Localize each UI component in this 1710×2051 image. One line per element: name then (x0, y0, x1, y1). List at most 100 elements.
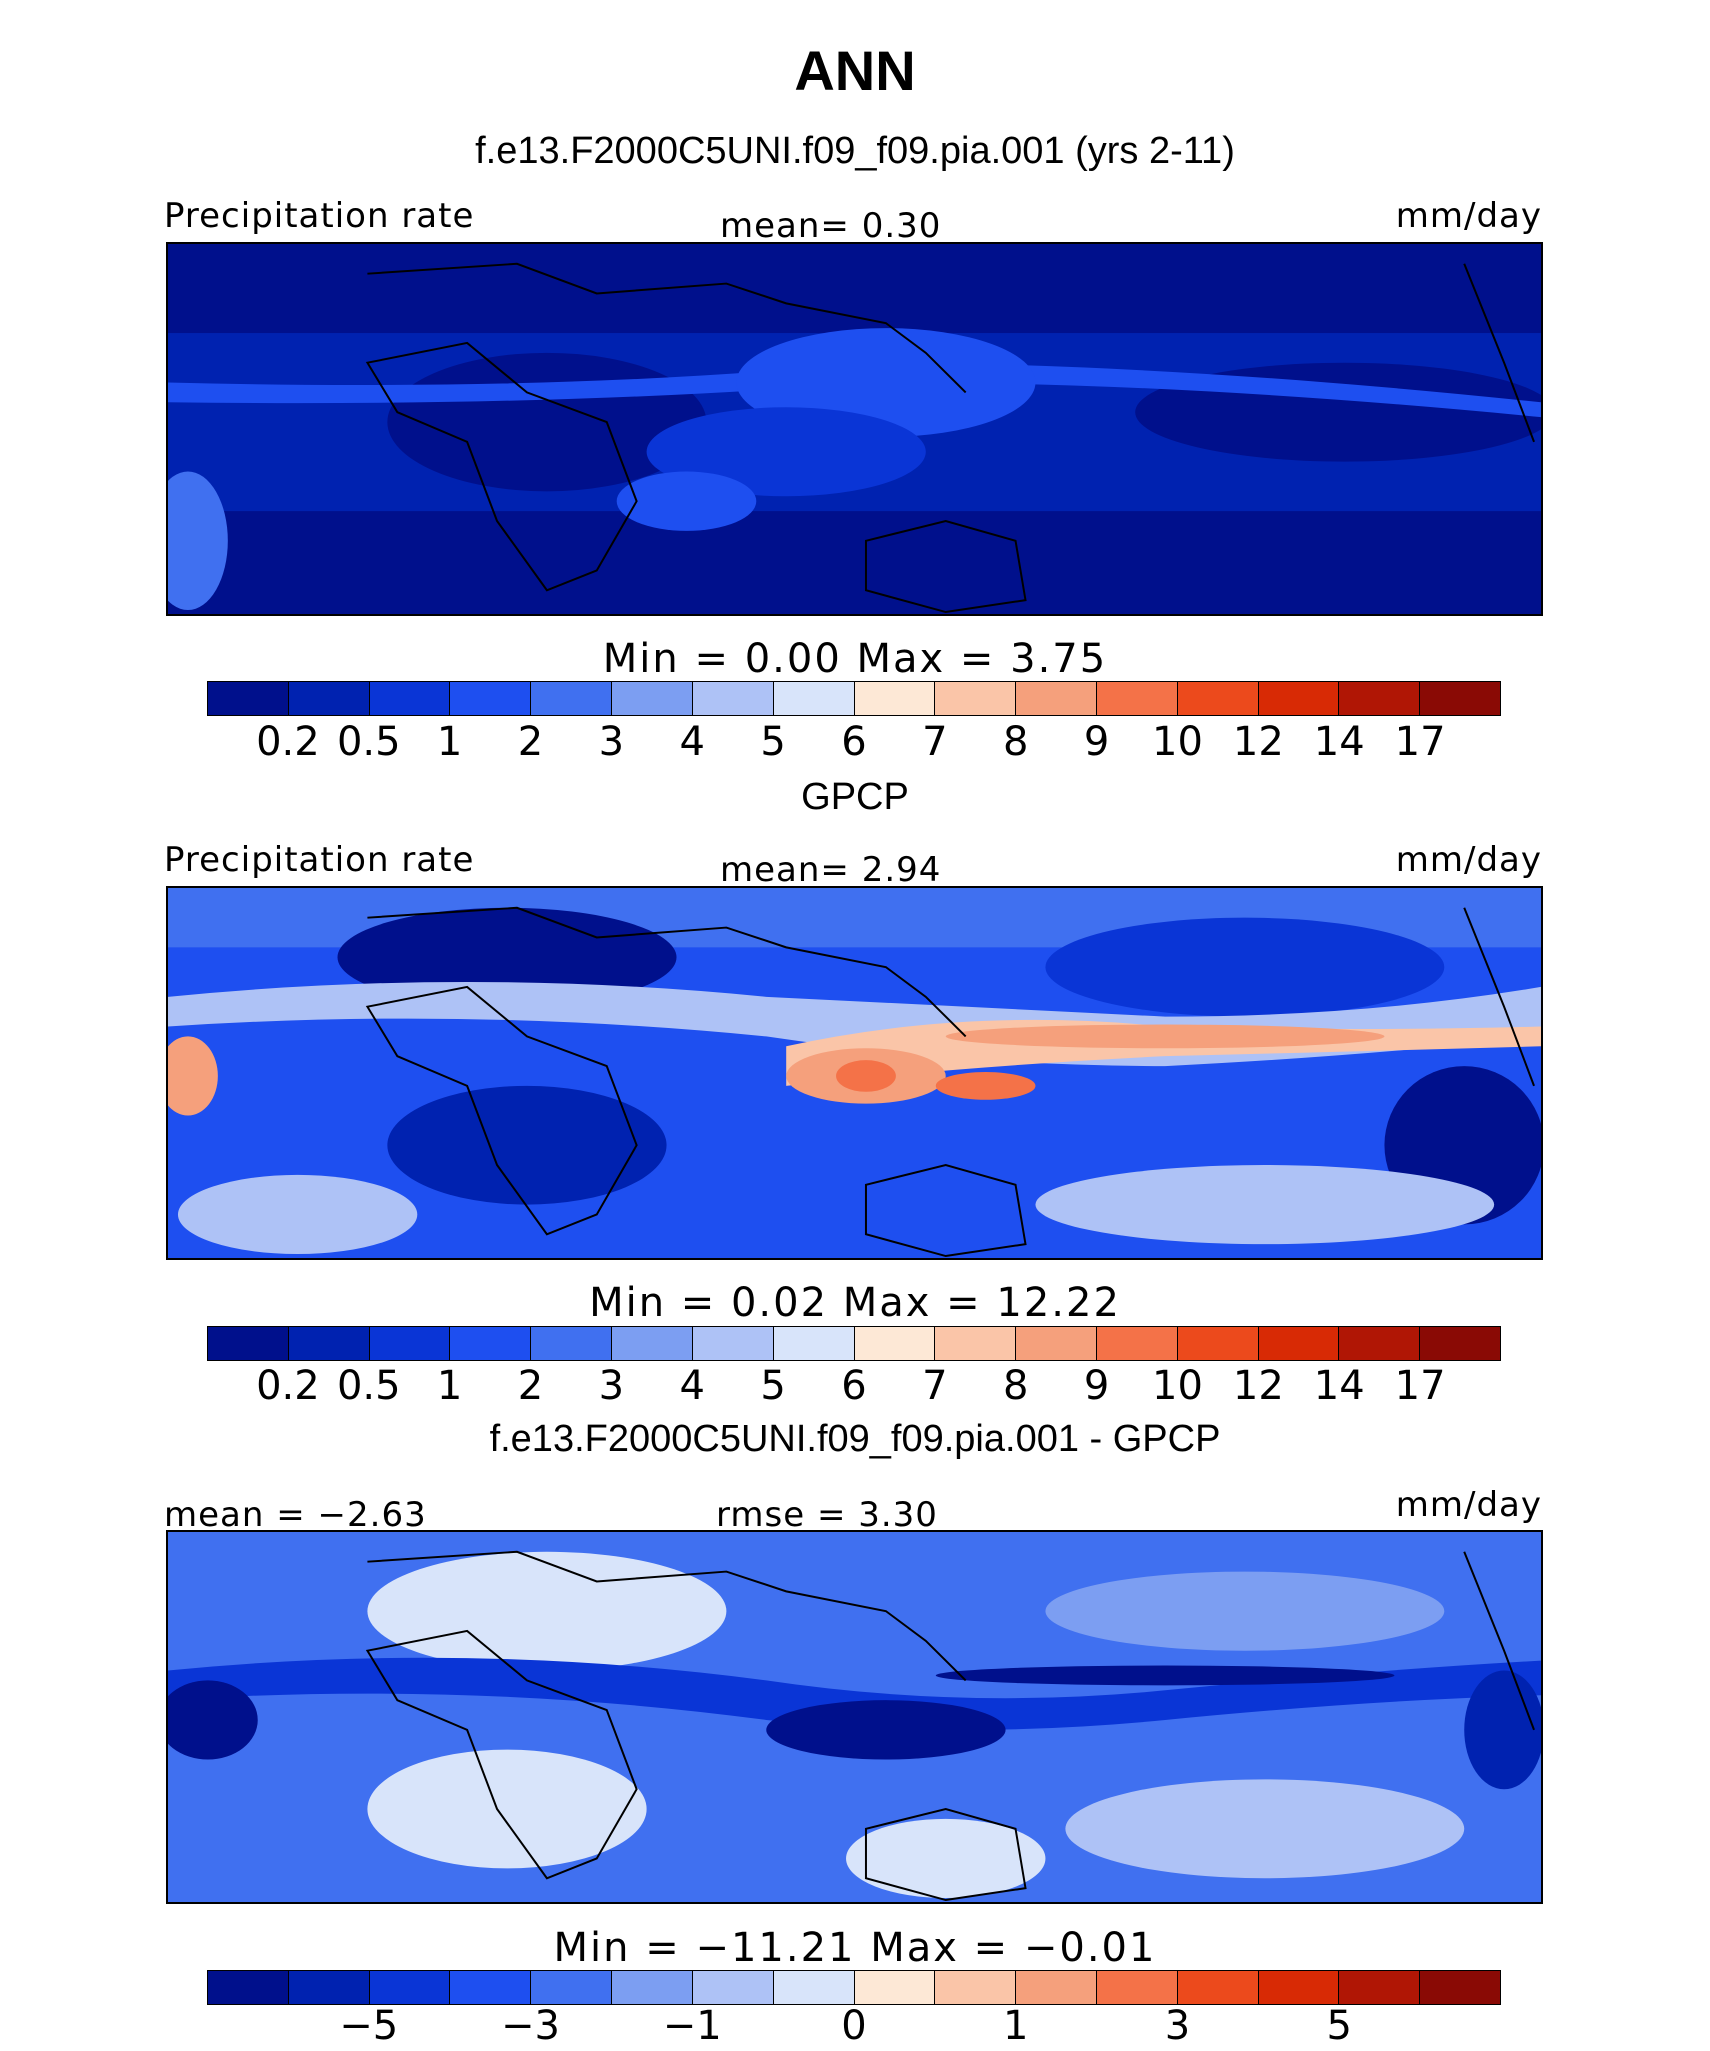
map-fill-region (367, 1551, 727, 1671)
colorbar-segment (288, 682, 370, 715)
map-fill-region (387, 352, 707, 492)
colorbar-segment (369, 1971, 451, 2004)
colorbar-tick-label: 12 (1232, 719, 1284, 765)
colorbar-segment (288, 1327, 370, 1360)
coastline (365, 341, 638, 592)
panel-2-colorbar (207, 1326, 1501, 1361)
colorbar-segment (773, 1327, 855, 1360)
coastline (365, 985, 638, 1236)
panel-3-rmse-label: rmse = 3.30 (716, 1495, 938, 1535)
colorbar-tick-label: −1 (662, 2003, 722, 2049)
colorbar-tick-label: 9 (1083, 719, 1110, 765)
panel-3-mean-label: mean = −2.63 (164, 1495, 427, 1535)
colorbar-segment (531, 1327, 613, 1360)
colorbar-segment (854, 1971, 936, 2004)
coastline (864, 1163, 1027, 1258)
colorbar-segment (208, 682, 289, 715)
map-fill-region (168, 1680, 258, 1760)
map-fill-region (168, 244, 1541, 334)
colorbar-tick-label: 2 (517, 719, 544, 765)
colorbar-segment (1177, 682, 1259, 715)
colorbar-segment (1339, 682, 1421, 715)
colorbar-tick-label: 0.5 (336, 719, 401, 765)
map-fill-region (168, 362, 1541, 418)
colorbar-segment (1420, 1327, 1500, 1360)
colorbar-segment (288, 1971, 370, 2004)
colorbar-segment (935, 1971, 1017, 2004)
map-fill-region (1045, 917, 1445, 1017)
colorbar-segment (1096, 1327, 1178, 1360)
map-fill-region (1035, 1165, 1495, 1245)
coastline (367, 262, 967, 394)
coastline (1463, 263, 1535, 443)
colorbar-segment (935, 682, 1017, 715)
colorbar-segment (531, 682, 613, 715)
panel-1-minmax-label: Min = 0.00 Max = 3.75 (602, 636, 1108, 682)
colorbar-segment (692, 1971, 774, 2004)
map-fill-region (177, 1174, 418, 1255)
map-fill-region (168, 471, 228, 611)
colorbar-tick-label: 6 (841, 1363, 867, 1409)
colorbar-segment (773, 682, 855, 715)
colorbar-tick-label: −3 (501, 2003, 560, 2049)
coastline (367, 1550, 967, 1682)
coastline (864, 1807, 1027, 1902)
colorbar-tick-label: 2 (517, 1363, 544, 1409)
colorbar-tick-label: 0 (841, 2003, 867, 2049)
colorbar-segment (854, 1327, 936, 1360)
map-fill-region (935, 1072, 1036, 1100)
map-fill-region (337, 907, 677, 1007)
map-fill-region (168, 511, 1541, 614)
colorbar-tick-label: 5 (1326, 2003, 1352, 2049)
map-fill-region (367, 1749, 647, 1869)
colorbar-segment (1096, 1971, 1178, 2004)
panel-3-units-label: mm/day (1395, 1485, 1542, 1525)
colorbar-tick-label: 0.2 (256, 1363, 320, 1409)
colorbar-tick-label: −5 (339, 2003, 399, 2049)
colorbar-tick-label: 0.2 (256, 719, 320, 765)
panel-2-units-label: mm/day (1395, 840, 1542, 880)
panel-1-tick-labels: 0.2 0.5 1 2 3 4 5 6 7 8 9 10 12 14 17 (0, 719, 1710, 769)
colorbar-tick-label: 10 (1152, 1363, 1203, 1409)
colorbar-tick-label: 8 (1003, 719, 1029, 765)
colorbar-tick-label: 4 (679, 1363, 705, 1409)
colorbar-segment (450, 1327, 532, 1360)
colorbar-tick-label: 3 (598, 1363, 625, 1409)
colorbar-tick-label: 0.5 (336, 1363, 401, 1409)
colorbar-tick-label: 3 (598, 719, 625, 765)
colorbar-tick-label: 12 (1232, 1363, 1284, 1409)
panel-1-colorbar (207, 681, 1501, 716)
panel-2-tick-labels: 0.2 0.5 1 2 3 4 5 6 7 8 9 10 12 14 17 (0, 1363, 1710, 1413)
panel-2-case-title: GPCP (801, 776, 909, 818)
colorbar-tick-label: 7 (922, 719, 948, 765)
coastline (864, 519, 1027, 614)
colorbar-segment (531, 1971, 613, 2004)
colorbar-segment (1258, 1327, 1340, 1360)
map-fill-region (836, 1060, 896, 1092)
colorbar-segment (1258, 1971, 1340, 2004)
coastline (365, 1629, 638, 1880)
map-fill-region (935, 1665, 1395, 1686)
colorbar-segment (1177, 1327, 1259, 1360)
panel-3-tick-labels: −5 −3 −1 0 1 3 5 (0, 2003, 1710, 2051)
map-fill-region (1464, 1670, 1541, 1790)
panel-1-variable-label: Precipitation rate (164, 196, 475, 236)
map-fill-region (945, 1024, 1385, 1049)
map-fill-region (168, 1036, 218, 1116)
colorbar-tick-label: 17 (1394, 719, 1446, 765)
colorbar-tick-label: 10 (1152, 719, 1203, 765)
colorbar-segment (208, 1327, 289, 1360)
panel-1-mean-label: mean= 0.30 (720, 206, 942, 246)
map-fill-region (387, 1085, 667, 1205)
panel-2-map-svg (168, 888, 1541, 1258)
colorbar-segment (208, 1971, 289, 2004)
panel-1-units-label: mm/day (1395, 196, 1542, 236)
colorbar-segment (369, 1327, 451, 1360)
panel-3-map (166, 1530, 1543, 1904)
colorbar-segment (1258, 682, 1340, 715)
panel-1-map (166, 242, 1543, 616)
coastline (1463, 907, 1535, 1087)
map-fill-region (1045, 1571, 1445, 1651)
colorbar-segment (612, 1327, 693, 1360)
colorbar-segment (1420, 682, 1500, 715)
